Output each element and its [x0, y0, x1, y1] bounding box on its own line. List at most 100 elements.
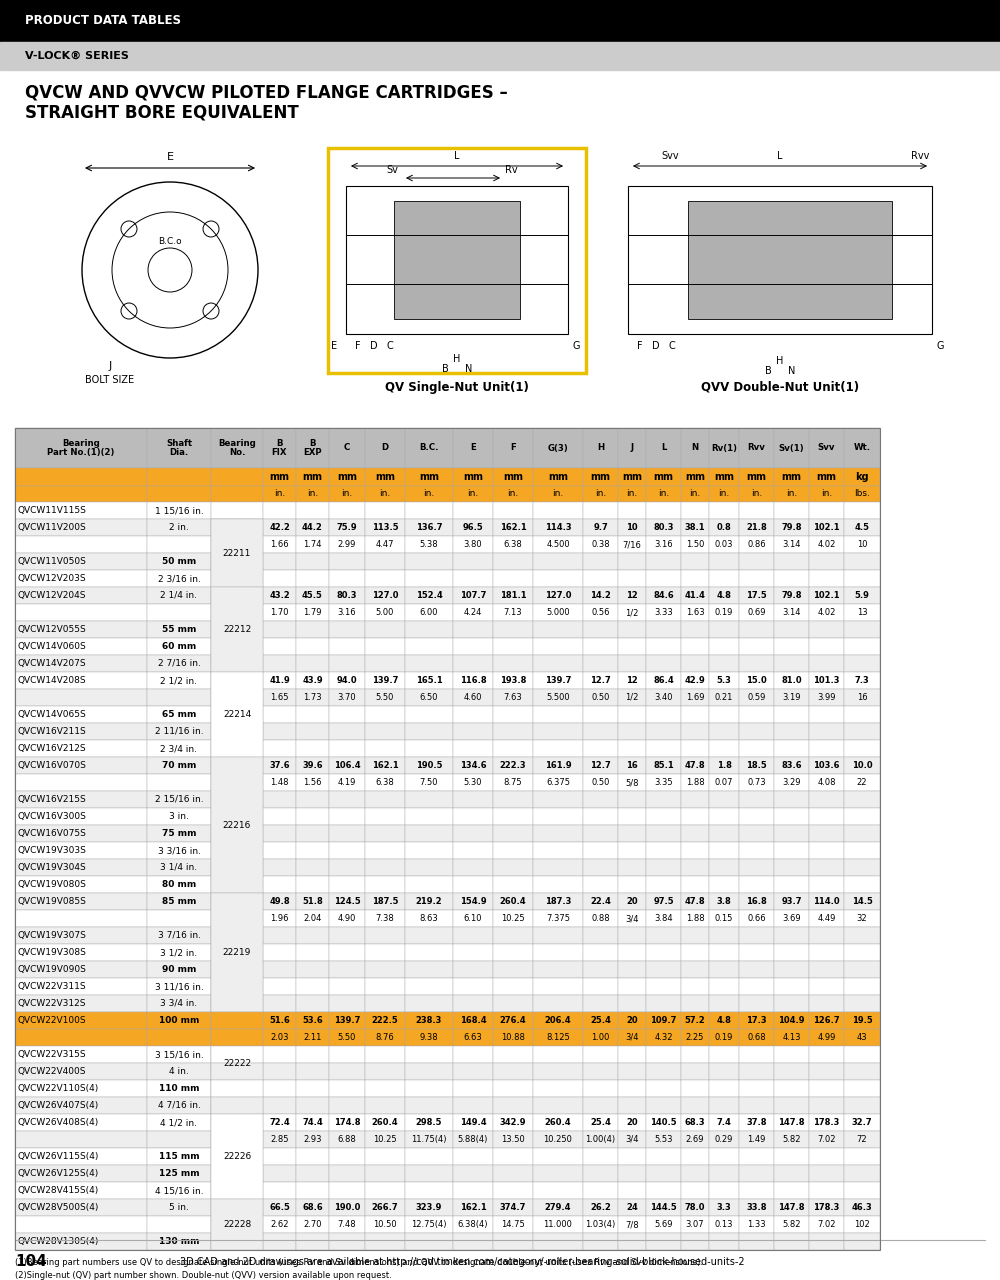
Text: QVCW12V204S: QVCW12V204S	[18, 591, 87, 600]
Bar	[493, 1062, 533, 1080]
Bar	[15, 1233, 147, 1251]
Text: 79.8: 79.8	[781, 524, 802, 532]
Bar	[709, 672, 739, 689]
Text: 260.4: 260.4	[500, 897, 526, 906]
Bar	[453, 842, 493, 859]
Text: 6.00: 6.00	[420, 608, 438, 617]
Text: Svv: Svv	[661, 151, 679, 161]
Bar	[211, 876, 263, 893]
Bar	[583, 1080, 618, 1097]
Bar	[646, 808, 681, 826]
Bar	[681, 774, 709, 791]
Text: 10.25: 10.25	[501, 914, 525, 923]
Text: 4.5: 4.5	[854, 524, 870, 532]
Text: 1.79: 1.79	[303, 608, 322, 617]
Bar	[533, 637, 583, 655]
Text: 102.1: 102.1	[813, 591, 840, 600]
Bar	[329, 876, 365, 893]
Text: 22211: 22211	[223, 549, 251, 558]
Bar	[211, 1080, 263, 1097]
Bar	[583, 842, 618, 859]
Bar	[329, 672, 365, 689]
Bar	[618, 927, 646, 945]
Bar	[646, 826, 681, 842]
Bar	[493, 1181, 533, 1199]
Text: 3/4: 3/4	[625, 1033, 639, 1042]
Bar	[211, 961, 263, 978]
Bar	[211, 1148, 263, 1165]
Bar	[646, 502, 681, 518]
Bar	[709, 859, 739, 876]
Text: 0.66: 0.66	[747, 914, 766, 923]
Text: 12.7: 12.7	[590, 762, 611, 771]
Bar	[365, 1097, 405, 1114]
Bar	[618, 655, 646, 672]
Bar	[15, 945, 147, 961]
Bar	[533, 1046, 583, 1062]
Bar	[453, 486, 493, 502]
Text: 22219: 22219	[223, 948, 251, 957]
Text: 3.19: 3.19	[782, 692, 801, 701]
Text: G(3): G(3)	[548, 443, 568, 453]
Bar	[263, 707, 296, 723]
Bar	[844, 876, 880, 893]
Text: PRODUCT DATA TABLES: PRODUCT DATA TABLES	[25, 14, 181, 27]
Bar	[15, 961, 147, 978]
Bar	[583, 876, 618, 893]
Bar	[365, 808, 405, 826]
Bar	[844, 723, 880, 740]
Text: 0.59: 0.59	[747, 692, 766, 701]
Text: 10.25: 10.25	[373, 1135, 397, 1144]
Text: 3D CAD and 2D drawings are available at http://cad.timken.com/category/-roller-b: 3D CAD and 2D drawings are available at …	[180, 1257, 745, 1267]
Bar	[646, 672, 681, 689]
Bar	[15, 723, 147, 740]
Text: 2 11/16 in.: 2 11/16 in.	[155, 727, 203, 736]
Bar	[405, 1216, 453, 1233]
Bar	[844, 707, 880, 723]
Bar	[453, 1148, 493, 1165]
Bar	[739, 604, 774, 621]
Bar	[739, 1046, 774, 1062]
Text: 60 mm: 60 mm	[162, 643, 196, 652]
Bar	[329, 1097, 365, 1114]
Text: 5.82: 5.82	[782, 1135, 801, 1144]
Text: D: D	[652, 340, 660, 351]
Bar	[844, 756, 880, 774]
Bar	[774, 672, 809, 689]
Bar	[533, 826, 583, 842]
Text: QVCW14V207S: QVCW14V207S	[18, 659, 87, 668]
Text: 39.6: 39.6	[302, 762, 323, 771]
Bar	[709, 774, 739, 791]
Bar	[263, 502, 296, 518]
Text: mm: mm	[622, 472, 642, 483]
Bar	[583, 723, 618, 740]
Text: 17.5: 17.5	[746, 591, 767, 600]
Bar	[844, 621, 880, 637]
Bar	[618, 876, 646, 893]
Text: C: C	[669, 340, 675, 351]
Text: 2.04: 2.04	[303, 914, 322, 923]
Text: 7/8: 7/8	[625, 1220, 639, 1229]
Bar	[329, 637, 365, 655]
Bar	[809, 1114, 844, 1132]
Text: 4.24: 4.24	[464, 608, 482, 617]
Bar	[365, 604, 405, 621]
Text: 165.1: 165.1	[416, 676, 442, 685]
Bar	[809, 1046, 844, 1062]
Text: J: J	[108, 361, 112, 371]
Bar	[296, 808, 329, 826]
Bar	[646, 536, 681, 553]
Text: 17.3: 17.3	[746, 1016, 767, 1025]
Bar	[646, 1062, 681, 1080]
Bar	[493, 876, 533, 893]
Text: 104.9: 104.9	[778, 1016, 805, 1025]
Bar	[365, 689, 405, 707]
Text: 187.3: 187.3	[545, 897, 571, 906]
Text: 260.4: 260.4	[372, 1117, 398, 1126]
Text: 2 15/16 in.: 2 15/16 in.	[155, 795, 203, 804]
Bar	[739, 1132, 774, 1148]
Bar	[533, 553, 583, 570]
Bar	[263, 428, 296, 468]
Bar	[453, 604, 493, 621]
Bar	[844, 637, 880, 655]
